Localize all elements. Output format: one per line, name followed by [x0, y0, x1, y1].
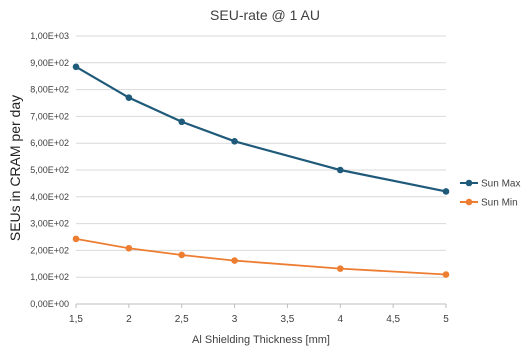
y-tick-label: 4,00E+02	[30, 192, 69, 202]
x-tick-label: 1,5	[69, 314, 83, 325]
data-point	[231, 138, 238, 145]
gridlines	[76, 35, 446, 278]
data-point	[72, 235, 80, 243]
x-tick-label: 2,5	[175, 314, 189, 325]
legend: Sun Max Sun Min	[460, 179, 520, 209]
x-axis-ticks: 1,5 2 2,5 3 3,5 4 4,5 5	[69, 304, 449, 325]
data-point	[125, 244, 133, 252]
legend-marker	[465, 179, 473, 187]
y-tick-label: 1,00E+02	[30, 272, 69, 282]
data-point	[336, 166, 344, 174]
y-axis-ticks: 0,00E+00 1,00E+02 2,00E+02 3,00E+02 4,00E+02…	[30, 31, 69, 309]
legend-label: Sun Max	[481, 179, 520, 190]
y-tick-label: 5,00E+02	[30, 165, 69, 175]
y-tick-label: 1,00E+03	[30, 31, 69, 41]
data-point	[336, 265, 344, 272]
chart-title: SEU-rate @ 1 AU	[210, 7, 320, 23]
data-point	[178, 118, 186, 126]
data-point	[231, 257, 238, 264]
x-tick-label: 2	[126, 314, 132, 325]
x-tick-label: 5	[443, 314, 449, 325]
y-tick-label: 8,00E+02	[30, 85, 69, 95]
series-layer	[72, 63, 450, 278]
series-line-sun-min	[75, 237, 447, 276]
legend-label: Sun Min	[481, 198, 518, 209]
y-tick-label: 6,00E+02	[30, 138, 69, 148]
x-tick-label: 4	[338, 314, 344, 325]
x-tick-label: 4,5	[386, 314, 400, 325]
y-tick-label: 2,00E+02	[30, 245, 69, 255]
x-axis-label: Al Shielding Thickness [mm]	[192, 334, 330, 346]
data-point	[178, 251, 186, 259]
legend-marker	[465, 198, 473, 206]
y-tick-label: 3,00E+02	[30, 219, 69, 229]
data-point	[125, 94, 133, 101]
y-tick-label: 0,00E+00	[30, 299, 69, 309]
data-point	[442, 188, 450, 195]
x-tick-label: 3	[232, 314, 238, 325]
y-tick-label: 9,00E+02	[30, 58, 69, 68]
y-axis-label: SEUs in CRAM per day	[7, 95, 23, 241]
y-tick-label: 7,00E+02	[30, 111, 69, 121]
series-line-sun-max	[75, 65, 447, 193]
x-tick-label: 3,5	[280, 314, 294, 325]
data-point	[72, 63, 80, 71]
data-point	[442, 271, 450, 278]
